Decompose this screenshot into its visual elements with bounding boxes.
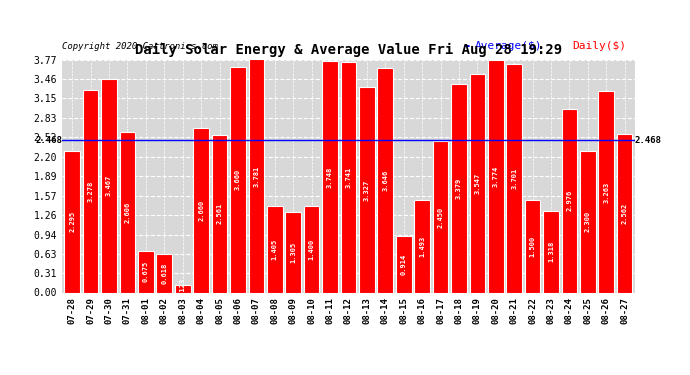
Text: 0.123: 0.123 xyxy=(179,278,186,299)
Text: 2.606: 2.606 xyxy=(124,201,130,223)
Bar xyxy=(469,74,485,292)
Bar xyxy=(617,135,633,292)
Text: 0.618: 0.618 xyxy=(161,263,167,284)
Bar xyxy=(488,60,504,292)
Text: 3.327: 3.327 xyxy=(364,179,370,201)
Bar xyxy=(396,236,411,292)
Bar xyxy=(322,62,338,292)
Text: 1.400: 1.400 xyxy=(308,239,315,260)
Text: 2.450: 2.450 xyxy=(437,206,444,228)
Text: 1.493: 1.493 xyxy=(419,236,425,257)
Bar xyxy=(341,62,356,292)
Bar xyxy=(377,68,393,292)
Bar xyxy=(286,212,301,292)
Bar xyxy=(304,206,319,292)
Bar xyxy=(525,200,540,292)
Text: 3.547: 3.547 xyxy=(474,172,480,194)
Text: 3.741: 3.741 xyxy=(346,166,351,188)
Text: 2.562: 2.562 xyxy=(622,203,628,224)
Text: 2.468: 2.468 xyxy=(35,136,62,145)
Text: 2.295: 2.295 xyxy=(69,211,75,232)
Bar xyxy=(248,59,264,292)
Bar xyxy=(543,211,559,292)
Text: 3.263: 3.263 xyxy=(603,181,609,203)
Bar xyxy=(230,67,246,292)
Text: 1.305: 1.305 xyxy=(290,242,296,263)
Bar xyxy=(138,251,154,292)
Text: 1.405: 1.405 xyxy=(272,238,278,260)
Text: 0.675: 0.675 xyxy=(143,261,149,282)
Bar xyxy=(119,132,135,292)
Bar xyxy=(267,206,283,292)
Text: 2.561: 2.561 xyxy=(217,203,223,224)
Bar xyxy=(580,151,595,292)
Text: 1.318: 1.318 xyxy=(548,241,554,262)
Text: Average($): Average($) xyxy=(475,41,542,51)
Bar xyxy=(506,64,522,292)
Text: 1.500: 1.500 xyxy=(530,236,535,257)
Bar xyxy=(64,151,80,292)
Bar xyxy=(598,91,614,292)
Text: 2.660: 2.660 xyxy=(198,200,204,221)
Text: Copyright 2020 Cartronics.com: Copyright 2020 Cartronics.com xyxy=(62,42,218,51)
Bar xyxy=(193,129,209,292)
Bar xyxy=(359,87,375,292)
Bar xyxy=(451,84,466,292)
Bar xyxy=(414,200,430,292)
Bar xyxy=(212,135,228,292)
Text: 0.914: 0.914 xyxy=(401,254,406,275)
Bar xyxy=(433,141,448,292)
Text: 3.660: 3.660 xyxy=(235,169,241,190)
Text: 3.278: 3.278 xyxy=(88,181,94,202)
Text: 2.976: 2.976 xyxy=(566,190,573,211)
Text: 3.379: 3.379 xyxy=(456,178,462,199)
Bar xyxy=(175,285,190,292)
Text: 3.774: 3.774 xyxy=(493,165,499,187)
Text: 3.781: 3.781 xyxy=(253,165,259,186)
Bar xyxy=(83,90,99,292)
Bar xyxy=(157,254,172,292)
Text: 2.468: 2.468 xyxy=(635,136,662,145)
Text: 3.646: 3.646 xyxy=(382,170,388,191)
Text: Daily($): Daily($) xyxy=(572,41,626,51)
Text: 3.467: 3.467 xyxy=(106,175,112,196)
Text: 3.701: 3.701 xyxy=(511,168,518,189)
Title: Daily Solar Energy & Average Value Fri Aug 28 19:29: Daily Solar Energy & Average Value Fri A… xyxy=(135,43,562,57)
Text: 3.748: 3.748 xyxy=(327,166,333,188)
Bar xyxy=(562,109,578,292)
Text: 2.300: 2.300 xyxy=(585,211,591,232)
Bar xyxy=(101,79,117,292)
